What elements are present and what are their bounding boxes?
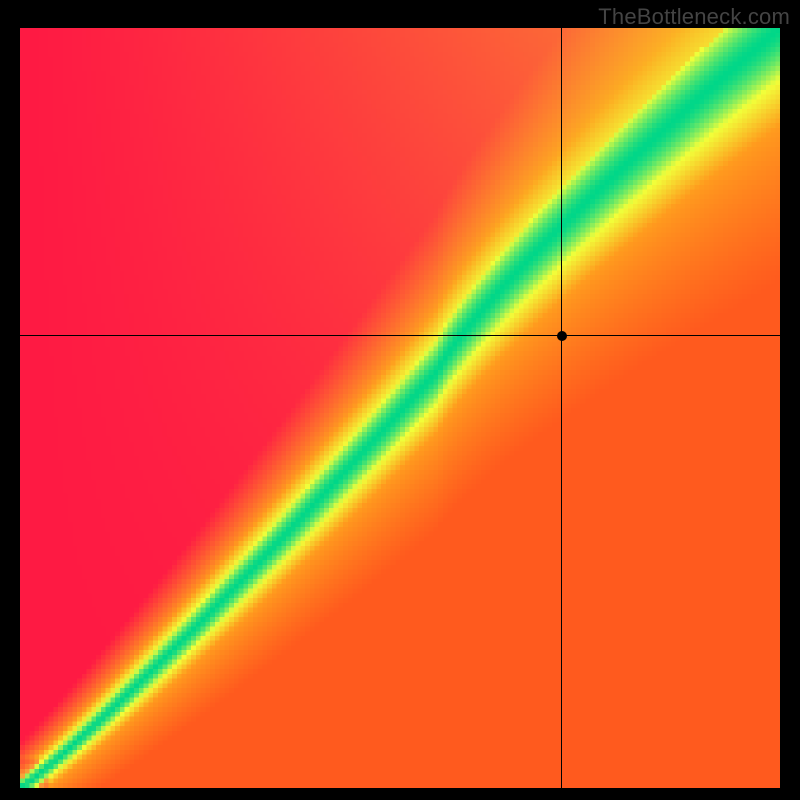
watermark-text: TheBottleneck.com	[598, 4, 790, 30]
plot-area	[20, 28, 780, 788]
bottleneck-heatmap	[20, 28, 780, 788]
chart-container: TheBottleneck.com	[0, 0, 800, 800]
